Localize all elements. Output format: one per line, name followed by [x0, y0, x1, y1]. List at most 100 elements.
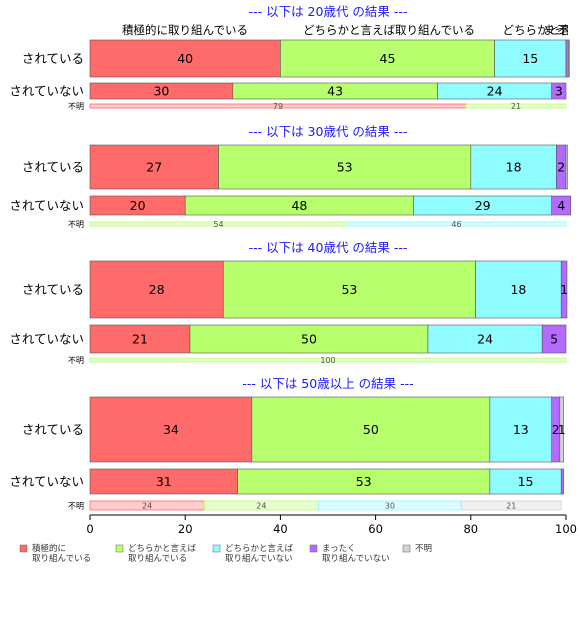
row-label: されていない [9, 332, 84, 347]
data-label: 53 [341, 282, 357, 297]
legend-swatch [115, 544, 124, 553]
bar-segment [465, 103, 567, 109]
data-label: 40 [177, 51, 193, 66]
bar-segment [551, 195, 572, 216]
data-label: 4 [557, 198, 565, 213]
data-label: 15 [518, 474, 534, 489]
legend-label: 取り組んでいない [225, 553, 293, 564]
data-label: 53 [337, 160, 353, 175]
bar-segment [489, 396, 553, 463]
bar-segment [489, 468, 562, 495]
bar-segment [251, 396, 491, 463]
data-label: 31 [156, 474, 172, 489]
data-label: 21 [506, 502, 516, 511]
legend-label: まったく [322, 544, 356, 554]
bar-segment [346, 221, 567, 227]
x-axis: 0 20 40 60 80 100 [86, 514, 577, 536]
x-tick-label: 80 [463, 522, 478, 536]
legend-swatch [19, 544, 28, 553]
data-label: 54 [213, 220, 223, 229]
legend-item: 積極的に取り組んでいる [19, 543, 91, 564]
data-label: 27 [146, 160, 162, 175]
data-label: 24 [256, 502, 266, 511]
bar-segment [427, 324, 543, 354]
panel-4: --- 以下は 50歳以上 の結果 --- されている 34 50 13 21 されていない… [9, 376, 565, 511]
row-label: されている [22, 51, 84, 66]
data-label: 30 [385, 502, 395, 511]
bar-segment [475, 260, 562, 319]
bar-segment [565, 39, 569, 78]
data-label: 30 [153, 84, 169, 99]
legend-label: 取り組んでいる [32, 553, 91, 564]
bar-row: されていない 31 53 15 [9, 468, 564, 495]
data-label: 46 [451, 220, 461, 229]
data-label: 5 [550, 332, 558, 347]
row-label: 不明 [68, 356, 84, 365]
header-label-3: どちらかと言 [503, 23, 572, 37]
data-label: 24 [487, 84, 503, 99]
bar-segment [89, 324, 191, 354]
x-tick-label: 20 [178, 522, 193, 536]
row-label: されている [22, 282, 84, 297]
row-label: されていない [9, 474, 84, 489]
header-label-1: 積極的に取り組んでいる [122, 23, 248, 37]
bar-segment [559, 396, 564, 463]
header-label-4: まった [543, 23, 577, 37]
x-tick-label: 60 [368, 522, 383, 536]
data-label: 3 [555, 84, 563, 99]
header-label-2: どちらかと言えば取り組んでいる [303, 23, 475, 37]
legend: 積極的に取り組んでいるどちらかと言えば取り組んでいるどちらかと言えば取り組んでい… [19, 543, 432, 564]
bar-row: 不明 54 46 [68, 220, 567, 229]
data-label: 15 [522, 51, 538, 66]
data-label: 50 [363, 422, 379, 437]
legend-label: どちらかと言えば [128, 543, 197, 554]
legend-label: 取り組んでいない [322, 553, 390, 564]
bar-row: されている 34 50 13 21 [22, 396, 566, 463]
legend-label: 積極的に [32, 543, 66, 554]
data-label: 34 [163, 422, 179, 437]
legend-swatch [402, 544, 411, 553]
bar-segment [541, 324, 567, 354]
data-label: 20 [130, 198, 146, 213]
header-label-5: 不明 [558, 23, 580, 37]
row-label: されている [22, 422, 84, 437]
x-tick-label: 0 [86, 522, 93, 536]
panel-title: --- 以下は 30歳代 の結果 --- [249, 124, 408, 139]
data-label: 24 [477, 332, 493, 347]
row-label: されていない [9, 84, 84, 99]
legend-label: どちらかと言えば [225, 543, 294, 554]
bar-segment [89, 39, 281, 78]
data-label: 29 [475, 198, 491, 213]
bar-row: されている 28 53 18 1 [22, 260, 568, 319]
row-label: 不明 [68, 502, 84, 511]
panel-title: --- 以下は 40歳代 の結果 --- [249, 240, 408, 255]
data-label: 1 [558, 422, 566, 437]
bar-segment [237, 468, 491, 495]
bar-segment [89, 396, 253, 463]
bar-segment [89, 260, 224, 319]
data-label: 18 [510, 282, 526, 297]
bar-row: されていない 30 43 24 3 [9, 82, 567, 100]
legend-item: どちらかと言えば取り組んでいる [115, 543, 197, 564]
bar-segment [494, 39, 567, 78]
legend-swatch [212, 544, 221, 553]
row-label: 不明 [68, 102, 84, 111]
bar-segment [470, 144, 557, 190]
data-label: 24 [142, 502, 152, 511]
panel-1: --- 以下は 20歳代 の結果 --- されている 40 45 15 されていない 30 4… [9, 4, 570, 111]
row-label: されている [22, 160, 84, 175]
data-label: 2 [552, 422, 560, 437]
data-label: 1 [560, 282, 568, 297]
bar-row: 不明 24 24 30 21 [68, 500, 562, 511]
legend-item: 不明 [402, 544, 432, 554]
bar-segment [551, 82, 567, 100]
row-label: されていない [9, 198, 84, 213]
bar-row: されている 40 45 15 [22, 39, 570, 78]
data-label: 21 [132, 332, 148, 347]
legend-label: 取り組んでいる [128, 553, 187, 564]
bar-row: されていない 20 48 29 4 [9, 195, 572, 216]
